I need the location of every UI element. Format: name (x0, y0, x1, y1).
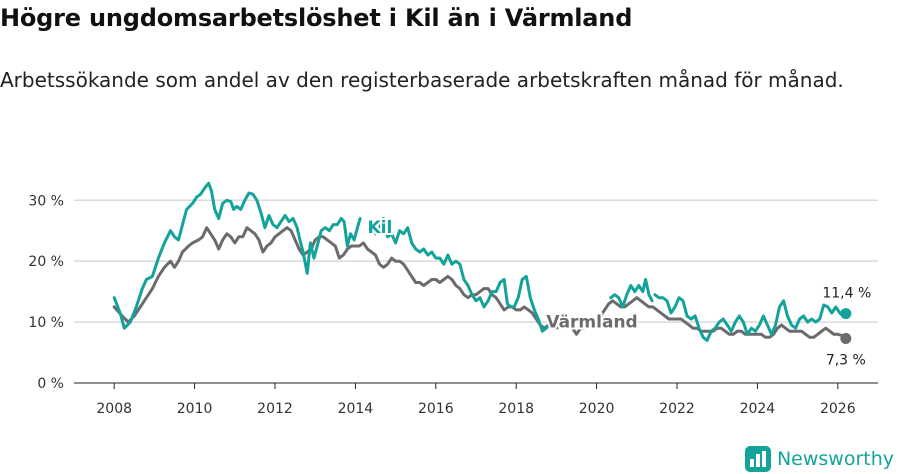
x-tick-label: 2012 (257, 401, 293, 417)
series-label-varmland: Värmland (546, 313, 637, 333)
brand: Newsworthy (744, 446, 894, 472)
y-tick-label: 0 % (37, 376, 64, 392)
x-tick-label: 2016 (418, 401, 454, 417)
series-line-kil (112, 181, 848, 342)
chart-title: Högre ungdomsarbetslöshet i Kil än i Vär… (0, 4, 633, 32)
chart-subtitle: Arbetssökande som andel av den registerb… (0, 68, 844, 92)
x-tick-label: 2020 (579, 401, 615, 417)
line-chart: 0 % 10 % 20 % 30 % 2008 2010 2012 2014 2016 2018 2… (28, 181, 878, 417)
x-tick-label: 2010 (177, 401, 213, 417)
x-tick-label: 2022 (659, 401, 695, 417)
data-labels: Kil Värmland 11,4 % 7,3 % (365, 216, 871, 369)
axes: 0 % 10 % 20 % 30 % 2008 2010 2012 2014 2016 2018 2… (28, 193, 878, 417)
series-label-kil: Kil (367, 218, 392, 238)
x-tick-label: 2018 (498, 401, 534, 417)
series-lines (112, 181, 852, 345)
end-value-kil: 11,4 % (822, 286, 871, 302)
brand-name: Newsworthy (776, 448, 894, 470)
end-marker-varmland (840, 333, 852, 345)
x-tick-label: 2008 (96, 401, 132, 417)
x-tick-label: 2014 (338, 401, 374, 417)
x-tick-label: 2024 (740, 401, 776, 417)
gridlines (74, 199, 878, 323)
end-marker-kil (840, 308, 852, 320)
y-tick-label: 20 % (28, 254, 64, 270)
y-tick-label: 10 % (28, 315, 64, 331)
end-value-varmland: 7,3 % (826, 353, 866, 369)
x-tick-label: 2026 (820, 401, 856, 417)
y-tick-label: 30 % (28, 193, 64, 209)
newsworthy-logo-icon (744, 446, 771, 472)
